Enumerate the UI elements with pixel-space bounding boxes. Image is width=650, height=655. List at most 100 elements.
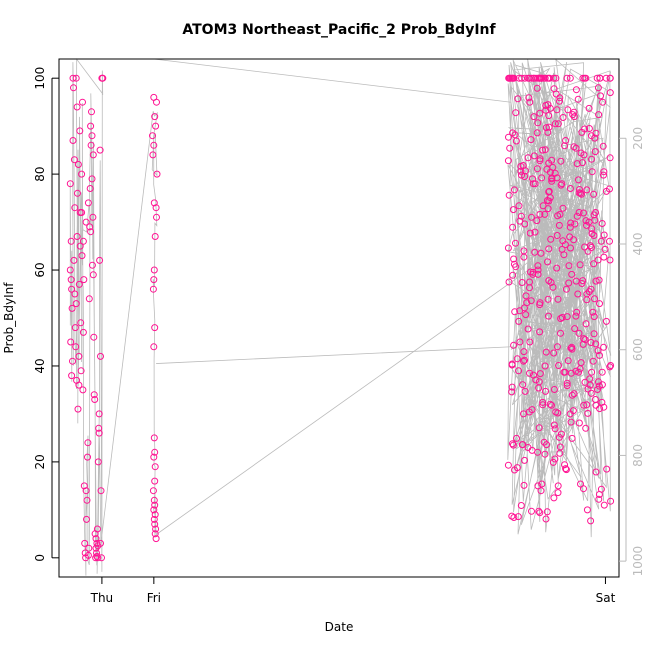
data-point: [531, 228, 539, 236]
data-point: [72, 300, 80, 308]
data-point: [508, 383, 516, 391]
data-point: [75, 381, 83, 389]
data-point: [526, 229, 534, 237]
data-point: [151, 324, 159, 332]
data-point: [601, 245, 609, 253]
data-point: [583, 186, 591, 194]
data-point: [566, 74, 574, 82]
data-point: [510, 341, 518, 349]
data-point: [70, 256, 78, 264]
data-point: [518, 171, 525, 179]
data-point: [96, 146, 104, 154]
data-point: [539, 401, 547, 409]
data-point: [539, 202, 547, 210]
data-point: [67, 276, 75, 284]
data-point: [572, 277, 580, 285]
data-point: [607, 497, 615, 505]
data-point: [594, 347, 602, 355]
data-point: [588, 368, 596, 376]
data-point: [69, 357, 76, 365]
x-tick-label: Thu: [90, 591, 114, 605]
data-point: [584, 385, 592, 393]
data-point: [150, 266, 158, 274]
data-point: [521, 387, 529, 395]
data-point: [87, 122, 95, 130]
data-point: [557, 181, 565, 189]
data-point: [539, 398, 547, 406]
data-point: [98, 554, 105, 562]
data-point: [71, 204, 79, 212]
data-point: [535, 424, 543, 432]
data-point: [150, 343, 158, 351]
data-point: [600, 343, 608, 351]
data-point: [533, 129, 541, 137]
data-point: [88, 132, 96, 140]
data-point: [153, 98, 160, 106]
data-point: [73, 103, 81, 111]
data-point: [66, 180, 74, 188]
data-point: [550, 85, 558, 93]
data-point: [565, 262, 573, 270]
depth-connector-line: [153, 58, 511, 103]
data-point: [74, 405, 82, 413]
data-point: [79, 237, 87, 245]
data-point: [600, 253, 608, 261]
data-point: [149, 132, 156, 140]
data-point: [528, 74, 536, 82]
data-point: [508, 388, 516, 396]
y-tick-label: 60: [33, 262, 47, 277]
data-point: [575, 329, 583, 337]
data-point: [69, 137, 77, 144]
data-point: [567, 344, 575, 352]
data-point: [594, 84, 602, 92]
data-point: [550, 386, 558, 393]
data-point: [567, 244, 574, 252]
data-point: [150, 276, 158, 284]
data-point: [564, 357, 572, 365]
data-point: [591, 148, 599, 156]
data-point: [556, 97, 563, 105]
data-point: [567, 418, 575, 426]
data-point: [528, 213, 535, 221]
data-point: [151, 530, 159, 538]
data-point: [580, 209, 587, 217]
data-point: [551, 455, 559, 463]
data-point: [541, 210, 549, 218]
data-point: [544, 101, 552, 109]
data-point: [594, 386, 601, 393]
data-point: [547, 279, 555, 286]
data-point: [590, 260, 598, 268]
data-point: [510, 514, 518, 521]
data-point: [572, 312, 580, 320]
data-point: [557, 157, 565, 165]
data-point: [149, 285, 157, 293]
data-point: [150, 141, 158, 149]
data-point: [598, 381, 606, 389]
data-point: [513, 355, 521, 363]
data-point: [587, 389, 595, 397]
y-tick-label: 20: [33, 454, 47, 469]
data-point: [516, 338, 524, 346]
data-point: [533, 217, 541, 225]
data-point: [563, 379, 571, 387]
data-point: [76, 242, 84, 250]
data-point: [512, 109, 520, 117]
data-point: [522, 167, 529, 175]
data-point: [87, 141, 95, 149]
data-point: [543, 165, 551, 173]
data-point: [563, 313, 571, 321]
data-point: [67, 237, 75, 245]
data-point: [606, 256, 614, 264]
data-point: [583, 401, 591, 409]
data-point: [594, 256, 602, 264]
data-point: [545, 245, 553, 253]
data-point: [596, 405, 604, 413]
data-point: [600, 403, 608, 411]
data-point: [552, 74, 560, 82]
data-point: [151, 520, 159, 528]
data-point: [88, 175, 96, 183]
data-point: [83, 515, 90, 523]
data-point: [95, 424, 103, 432]
data-point: [509, 223, 517, 231]
